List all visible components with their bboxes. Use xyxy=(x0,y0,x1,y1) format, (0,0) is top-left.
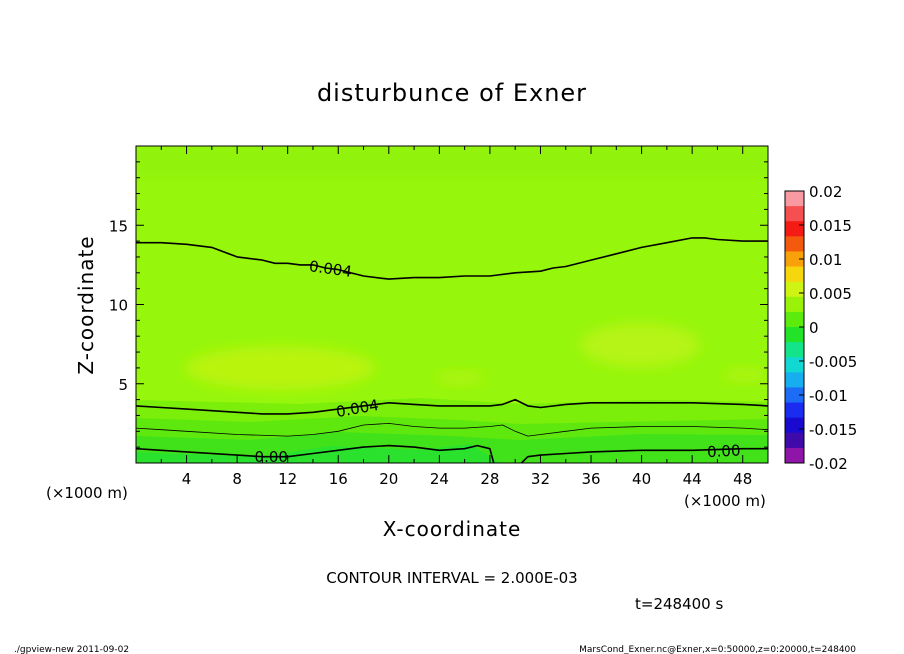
y-tick-label: 5 xyxy=(118,376,128,394)
colorbar-swatch xyxy=(785,447,804,464)
colorbar-swatch xyxy=(785,357,804,373)
colorbar-swatch xyxy=(785,311,804,328)
warm-patch-small xyxy=(435,370,485,386)
time-text: t=248400 s xyxy=(635,595,723,613)
warm-patch-left xyxy=(185,346,375,390)
colorbar-tick-label: 0 xyxy=(809,319,819,337)
colorbar: 0.02 0.015 0.01 0.005 0 -0.005 -0.01 -0.015 -0.0… xyxy=(784,183,857,473)
footer-left: ./gpview-new 2011-09-02 xyxy=(14,645,129,654)
colorbar-swatch xyxy=(785,251,804,267)
warm-patch-right xyxy=(580,323,700,367)
colorbar-tick-label: 0.01 xyxy=(809,251,842,269)
x-tick-label: 16 xyxy=(329,470,348,488)
colorbar-swatch xyxy=(785,417,804,434)
y-axis-label: Z-coordinate xyxy=(74,235,98,374)
colorbar-tick-label: -0.005 xyxy=(809,353,857,371)
colorbar-swatch xyxy=(785,387,804,403)
plot-area xyxy=(136,146,768,463)
x-axis: 4 8 12 16 20 24 28 32 36 40 44 48 xyxy=(160,146,752,488)
colorbar-swatch xyxy=(785,281,804,298)
x-tick-label: 32 xyxy=(531,470,550,488)
x-tick-label: 24 xyxy=(430,470,449,488)
y-tick-label: 10 xyxy=(109,297,128,315)
colorbar-swatch xyxy=(785,372,804,388)
colorbar-swatch xyxy=(785,206,804,222)
colorbar-tick-label: -0.02 xyxy=(809,455,848,473)
x-tick-label: 8 xyxy=(232,470,242,488)
x-tick-label: 40 xyxy=(632,470,651,488)
x-unit-right: (×1000 m) xyxy=(684,492,766,510)
colorbar-tick-label: 0.015 xyxy=(809,217,852,235)
y-tick-label: 15 xyxy=(109,217,128,235)
contour-label: 0.004 xyxy=(308,257,353,281)
x-tick-label: 36 xyxy=(581,470,600,488)
colorbar-swatch xyxy=(785,327,804,343)
contour-line-0_004 xyxy=(136,237,768,280)
colorbar-tick-label: 0.005 xyxy=(809,285,852,303)
contour-line-0_004 xyxy=(136,398,768,415)
colorbar-swatch xyxy=(785,236,804,252)
contour-interval-text: CONTOUR INTERVAL = 2.000E-03 xyxy=(326,569,577,587)
colorbar-swatch xyxy=(785,402,804,419)
colorbar-swatch xyxy=(785,266,804,283)
colorbar-tick-label: -0.015 xyxy=(809,421,857,439)
contour-line-0_00 xyxy=(520,447,768,463)
contour-line-0_00 xyxy=(136,444,495,463)
x-axis-label: X-coordinate xyxy=(383,517,522,541)
chart-title: disturbunce of Exner xyxy=(317,79,587,107)
x-tick-label: 48 xyxy=(733,470,752,488)
x-tick-label: 4 xyxy=(182,470,192,488)
upper-band xyxy=(136,146,768,176)
colorbar-swatch xyxy=(785,221,804,237)
x-tick-label: 12 xyxy=(278,470,297,488)
x-tick-label: 44 xyxy=(683,470,702,488)
colorbar-swatch xyxy=(785,296,804,313)
colorbar-swatch xyxy=(785,342,804,358)
warm-patch-edge xyxy=(723,367,767,383)
x-tick-label: 28 xyxy=(480,470,499,488)
colorbar-tick-label: 0.02 xyxy=(809,183,842,201)
x-tick-label: 20 xyxy=(379,470,398,488)
footer-right: MarsCond_Exner.nc@Exner,x=0:50000,z=0:20… xyxy=(579,645,856,654)
colorbar-swatch xyxy=(785,191,804,207)
x-unit-left: (×1000 m) xyxy=(46,484,128,502)
contour-line-0_002 xyxy=(136,423,768,437)
colorbar-swatch xyxy=(785,432,804,449)
contour-lines xyxy=(136,237,768,463)
colorbar-tick-label: -0.01 xyxy=(809,387,848,405)
y-axis: 5 10 15 xyxy=(109,161,768,448)
contour-label: 0.00 xyxy=(707,441,741,461)
